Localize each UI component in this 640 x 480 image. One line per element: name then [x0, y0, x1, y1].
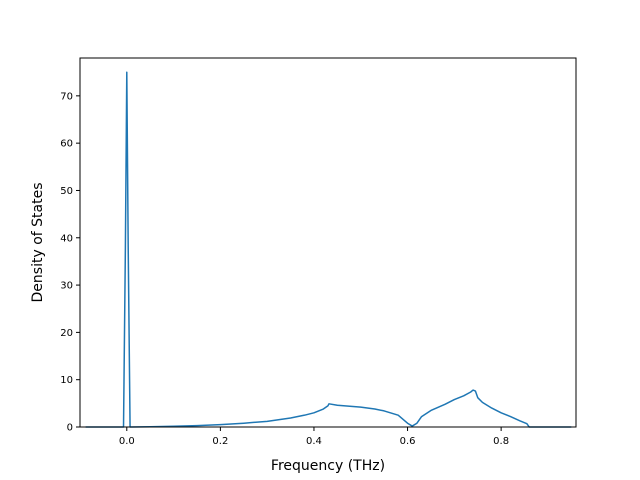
y-axis-ticks: 0 10 20 30 40 50 60 70	[60, 91, 80, 434]
dos-series-line	[85, 71, 572, 428]
y-tick-label: 20	[60, 328, 73, 339]
y-tick-label: 70	[60, 91, 73, 102]
x-axis-label: Frequency (THz)	[271, 458, 385, 474]
plot-frame	[79, 57, 577, 428]
y-axis-label: Density of States	[30, 183, 46, 303]
y-tick-label: 0	[67, 423, 73, 434]
x-tick-label: 0.6	[400, 436, 416, 447]
x-tick-label: 0.4	[306, 436, 322, 447]
y-tick-label: 60	[60, 139, 73, 150]
y-tick-label: 40	[60, 233, 73, 244]
x-axis-ticks: 0.0 0.2 0.4 0.6 0.8	[119, 427, 509, 447]
y-tick-label: 30	[60, 281, 73, 292]
x-tick-label: 0.0	[119, 436, 135, 447]
x-tick-label: 0.8	[493, 436, 509, 447]
y-tick-label: 10	[60, 375, 73, 386]
x-tick-label: 0.2	[212, 436, 228, 447]
y-tick-label: 50	[60, 186, 73, 197]
